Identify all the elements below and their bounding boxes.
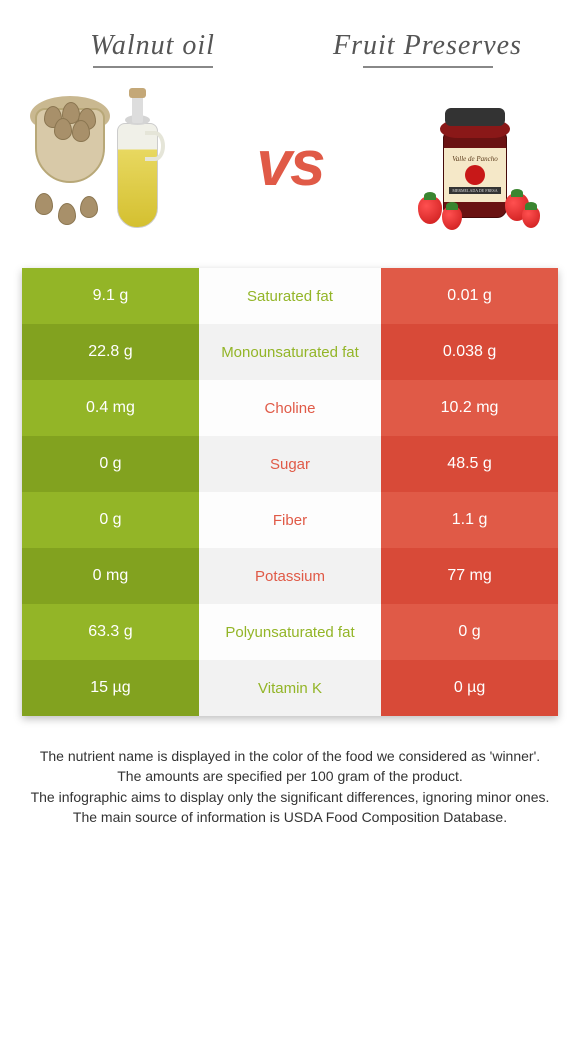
value-right: 0.038 g bbox=[381, 324, 558, 380]
vs-label: vs bbox=[256, 126, 323, 200]
nutrient-label: Fiber bbox=[199, 492, 381, 548]
header-row: Walnut oil Fruit Preserves bbox=[0, 0, 580, 78]
nutrient-label: Sugar bbox=[199, 436, 381, 492]
title-left-text: Walnut oil bbox=[90, 30, 215, 61]
value-left: 0 g bbox=[22, 436, 199, 492]
value-left: 0 g bbox=[22, 492, 199, 548]
value-left: 0.4 mg bbox=[22, 380, 199, 436]
table-row: 0 gSugar48.5 g bbox=[22, 436, 558, 492]
walnut-oil-image bbox=[30, 88, 190, 238]
fruit-preserves-image: Valle de Pancho MERMELADA DE FRESA bbox=[390, 88, 550, 238]
underline-right bbox=[363, 66, 493, 68]
table-row: 0 gFiber1.1 g bbox=[22, 492, 558, 548]
table-row: 63.3 gPolyunsaturated fat0 g bbox=[22, 604, 558, 660]
value-right: 48.5 g bbox=[381, 436, 558, 492]
value-right: 10.2 mg bbox=[381, 380, 558, 436]
value-left: 22.8 g bbox=[22, 324, 199, 380]
title-left: Walnut oil bbox=[40, 30, 265, 68]
value-right: 0 g bbox=[381, 604, 558, 660]
footer-line: The nutrient name is displayed in the co… bbox=[25, 746, 555, 766]
nutrient-label: Choline bbox=[199, 380, 381, 436]
table-row: 9.1 gSaturated fat0.01 g bbox=[22, 268, 558, 324]
title-right: Fruit Preserves bbox=[315, 30, 540, 68]
footer-line: The infographic aims to display only the… bbox=[25, 787, 555, 807]
images-row: vs Valle de Pancho MERMELADA DE FRESA bbox=[0, 78, 580, 258]
nutrient-label: Saturated fat bbox=[199, 268, 381, 324]
table-row: 15 µgVitamin K0 µg bbox=[22, 660, 558, 716]
footer-notes: The nutrient name is displayed in the co… bbox=[0, 716, 580, 827]
nutrient-label: Monounsaturated fat bbox=[199, 324, 381, 380]
value-left: 0 mg bbox=[22, 548, 199, 604]
nutrient-label: Vitamin K bbox=[199, 660, 381, 716]
value-right: 1.1 g bbox=[381, 492, 558, 548]
footer-line: The amounts are specified per 100 gram o… bbox=[25, 766, 555, 786]
underline-left bbox=[93, 66, 213, 68]
title-right-text: Fruit Preserves bbox=[333, 30, 522, 61]
table-row: 0 mgPotassium77 mg bbox=[22, 548, 558, 604]
value-left: 9.1 g bbox=[22, 268, 199, 324]
value-left: 15 µg bbox=[22, 660, 199, 716]
nutrient-label: Potassium bbox=[199, 548, 381, 604]
nutrient-label: Polyunsaturated fat bbox=[199, 604, 381, 660]
table-row: 0.4 mgCholine10.2 mg bbox=[22, 380, 558, 436]
table-row: 22.8 gMonounsaturated fat0.038 g bbox=[22, 324, 558, 380]
value-right: 0.01 g bbox=[381, 268, 558, 324]
footer-line: The main source of information is USDA F… bbox=[25, 807, 555, 827]
value-right: 77 mg bbox=[381, 548, 558, 604]
value-right: 0 µg bbox=[381, 660, 558, 716]
value-left: 63.3 g bbox=[22, 604, 199, 660]
comparison-table: 9.1 gSaturated fat0.01 g22.8 gMonounsatu… bbox=[22, 268, 558, 716]
